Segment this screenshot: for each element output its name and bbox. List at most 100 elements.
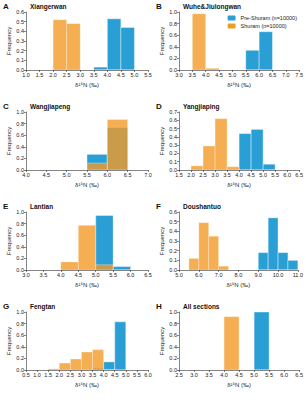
svg-text:3.5: 3.5 — [205, 372, 213, 378]
svg-text:0.3: 0.3 — [16, 38, 24, 44]
svg-text:1.5: 1.5 — [175, 172, 183, 178]
svg-text:6.5: 6.5 — [269, 72, 277, 78]
svg-text:5.5: 5.5 — [271, 172, 279, 178]
svg-text:Xiangerwan: Xiangerwan — [30, 3, 67, 11]
svg-text:0.2: 0.2 — [169, 150, 177, 156]
svg-text:4.5: 4.5 — [235, 372, 243, 378]
svg-text:1.0: 1.0 — [16, 309, 24, 315]
svg-text:0.8: 0.8 — [169, 21, 177, 27]
svg-text:4.5: 4.5 — [111, 372, 119, 378]
svg-text:10.0: 10.0 — [273, 272, 284, 278]
svg-text:1.0: 1.0 — [22, 72, 30, 78]
svg-text:δ¹⁵N (‰): δ¹⁵N (‰) — [227, 82, 251, 88]
svg-text:Frequency: Frequency — [6, 227, 12, 255]
svg-text:Frequency: Frequency — [159, 227, 165, 255]
svg-text:Shuram (n=10000): Shuram (n=10000) — [241, 23, 287, 29]
svg-text:3.0: 3.0 — [76, 72, 84, 78]
svg-text:δ¹⁵N (‰): δ¹⁵N (‰) — [75, 282, 99, 288]
svg-text:3.5: 3.5 — [189, 72, 197, 78]
svg-text:2.0: 2.0 — [55, 372, 63, 378]
svg-text:0.8: 0.8 — [169, 321, 177, 327]
svg-text:Wangjiapeng: Wangjiapeng — [30, 103, 70, 111]
svg-text:7.0: 7.0 — [215, 272, 223, 278]
svg-text:D: D — [156, 102, 162, 111]
svg-text:0.5: 0.5 — [169, 219, 177, 225]
svg-text:3.0: 3.0 — [211, 172, 219, 178]
svg-text:3.5: 3.5 — [90, 72, 98, 78]
svg-text:A: A — [3, 2, 9, 11]
svg-text:0.2: 0.2 — [16, 355, 24, 361]
svg-text:5.5: 5.5 — [242, 72, 250, 78]
svg-text:2.5: 2.5 — [63, 72, 71, 78]
svg-text:0.4: 0.4 — [169, 228, 177, 234]
svg-text:H: H — [156, 302, 162, 311]
svg-text:0.4: 0.4 — [169, 344, 177, 350]
svg-text:0.4: 0.4 — [16, 244, 24, 250]
svg-text:5.5: 5.5 — [144, 72, 152, 78]
svg-text:4.0: 4.0 — [100, 372, 108, 378]
svg-text:Yangjiaping: Yangjiaping — [183, 103, 220, 111]
svg-text:0.2: 0.2 — [169, 55, 177, 61]
svg-text:0.5: 0.5 — [22, 372, 30, 378]
svg-text:0.6: 0.6 — [16, 9, 24, 15]
svg-text:Doushantuo: Doushantuo — [183, 203, 221, 210]
svg-text:0.7: 0.7 — [169, 109, 177, 115]
svg-text:1.0: 1.0 — [169, 309, 177, 315]
svg-text:Frequency: Frequency — [6, 127, 12, 155]
svg-text:0.8: 0.8 — [16, 221, 24, 227]
svg-text:Frequency: Frequency — [6, 327, 12, 355]
svg-text:0.5: 0.5 — [169, 126, 177, 132]
svg-text:δ¹⁵N (‰): δ¹⁵N (‰) — [75, 182, 99, 188]
svg-text:6.0: 6.0 — [283, 172, 291, 178]
svg-text:0.4: 0.4 — [16, 344, 24, 350]
svg-text:4.0: 4.0 — [57, 272, 65, 278]
svg-text:4.5: 4.5 — [43, 172, 51, 178]
svg-text:F: F — [156, 202, 161, 211]
svg-text:Frequency: Frequency — [159, 27, 165, 55]
svg-text:0.6: 0.6 — [169, 209, 177, 215]
svg-text:3.5: 3.5 — [89, 372, 97, 378]
svg-text:2.5: 2.5 — [199, 172, 207, 178]
svg-text:3.0: 3.0 — [78, 372, 86, 378]
svg-text:4.5: 4.5 — [74, 272, 82, 278]
svg-text:7.5: 7.5 — [295, 72, 303, 78]
svg-text:δ¹⁵N (‰): δ¹⁵N (‰) — [75, 382, 99, 388]
svg-text:1.0: 1.0 — [33, 372, 41, 378]
svg-text:E: E — [3, 202, 9, 211]
svg-text:4.0: 4.0 — [220, 372, 228, 378]
svg-text:0.2: 0.2 — [169, 248, 177, 254]
svg-text:7.0: 7.0 — [144, 172, 152, 178]
svg-text:0.6: 0.6 — [169, 117, 177, 123]
svg-text:0.4: 0.4 — [16, 144, 24, 150]
svg-text:3.5: 3.5 — [40, 272, 48, 278]
svg-text:5.5: 5.5 — [109, 272, 117, 278]
svg-text:0.6: 0.6 — [169, 332, 177, 338]
svg-text:0.3: 0.3 — [169, 142, 177, 148]
svg-text:4.5: 4.5 — [117, 72, 125, 78]
svg-text:6.0: 6.0 — [255, 72, 263, 78]
svg-text:2.5: 2.5 — [67, 372, 75, 378]
svg-text:0.2: 0.2 — [16, 155, 24, 161]
svg-text:3.0: 3.0 — [190, 372, 198, 378]
svg-text:B: B — [156, 2, 162, 11]
svg-text:5.0: 5.0 — [175, 272, 183, 278]
svg-text:4.0: 4.0 — [104, 72, 112, 78]
svg-text:3.5: 3.5 — [223, 172, 231, 178]
svg-text:2.5: 2.5 — [175, 372, 183, 378]
svg-text:0.2: 0.2 — [16, 48, 24, 54]
svg-text:1.0: 1.0 — [16, 209, 24, 215]
svg-text:6.0: 6.0 — [280, 372, 288, 378]
svg-text:0.2: 0.2 — [16, 255, 24, 261]
svg-text:5.0: 5.0 — [229, 72, 237, 78]
svg-text:6.5: 6.5 — [144, 272, 152, 278]
svg-text:0.8: 0.8 — [16, 321, 24, 327]
svg-text:0.3: 0.3 — [169, 238, 177, 244]
svg-text:Wuhe&Jiulongwan: Wuhe&Jiulongwan — [183, 3, 241, 11]
svg-text:11.0: 11.0 — [293, 272, 303, 278]
svg-text:8.0: 8.0 — [235, 272, 243, 278]
svg-text:2.0: 2.0 — [49, 72, 57, 78]
svg-text:5.0: 5.0 — [92, 272, 100, 278]
svg-text:3.0: 3.0 — [175, 72, 183, 78]
svg-text:0.4: 0.4 — [169, 134, 177, 140]
svg-text:6.0: 6.0 — [144, 372, 152, 378]
